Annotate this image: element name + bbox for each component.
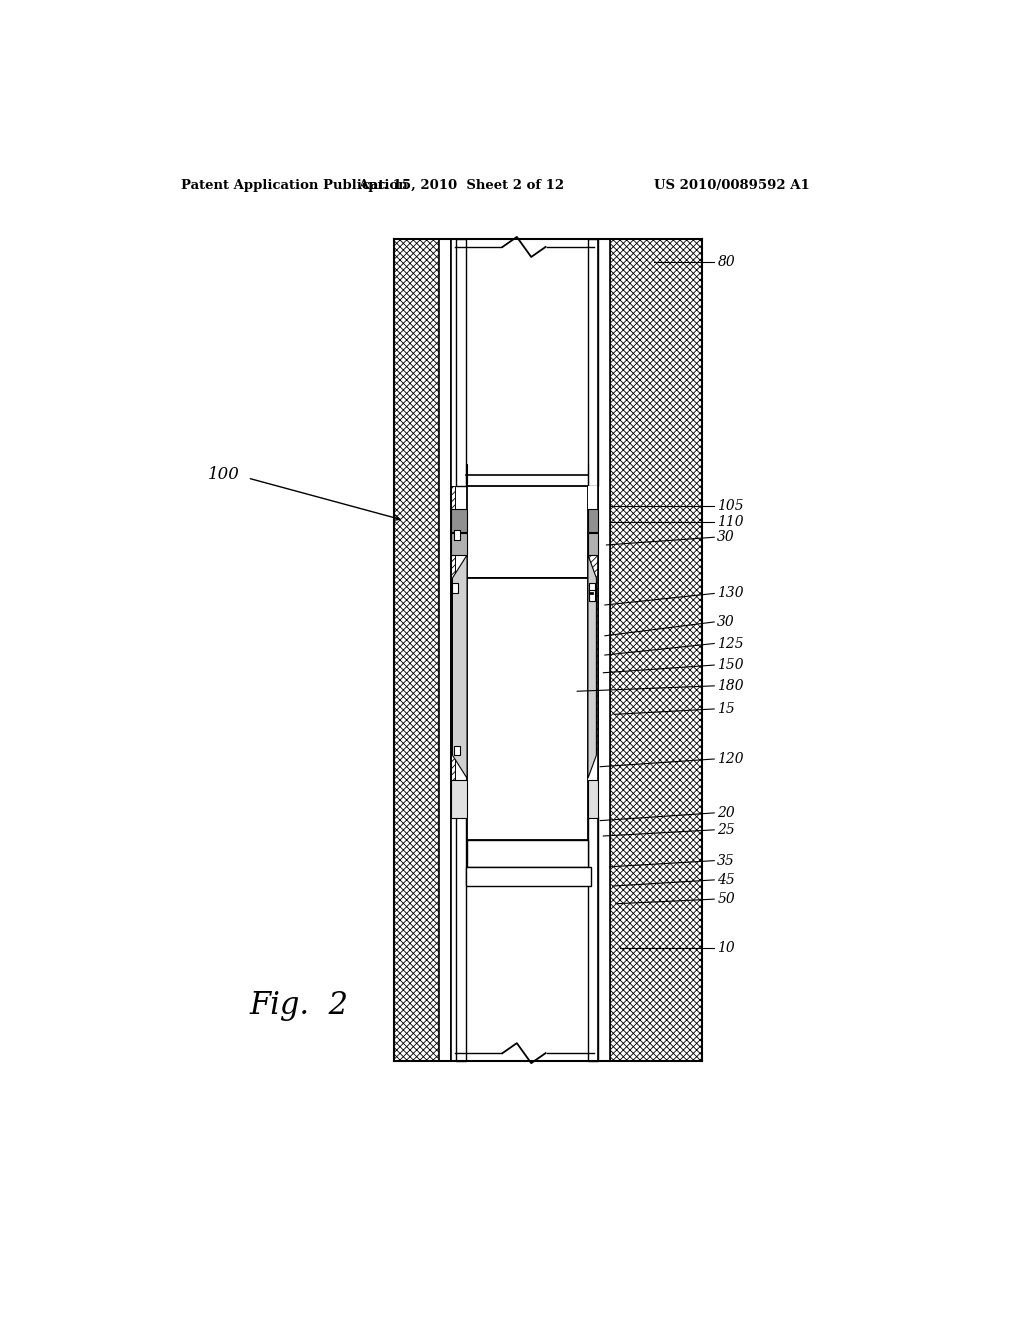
Text: 15: 15: [717, 702, 735, 715]
Text: 45: 45: [717, 873, 735, 887]
Bar: [452, 582, 458, 594]
Polygon shape: [588, 554, 596, 779]
Text: Fig.  2: Fig. 2: [250, 990, 349, 1020]
Text: 35: 35: [717, 854, 735, 867]
Bar: [589, 582, 595, 594]
Bar: [589, 590, 595, 601]
Bar: [588, 533, 598, 554]
Text: 120: 120: [717, 752, 743, 766]
Bar: [438, 239, 451, 1061]
Text: 130: 130: [717, 586, 743, 601]
Bar: [451, 780, 467, 818]
Bar: [451, 239, 598, 1061]
Bar: [454, 531, 460, 540]
Text: 100: 100: [208, 466, 240, 483]
Bar: [451, 486, 455, 817]
Bar: [467, 578, 588, 840]
Polygon shape: [466, 867, 591, 886]
Bar: [467, 486, 588, 578]
Bar: [454, 746, 460, 755]
Text: 30: 30: [717, 615, 735, 628]
Bar: [588, 755, 598, 817]
Bar: [589, 591, 593, 594]
Bar: [598, 239, 609, 1061]
Text: 110: 110: [717, 515, 743, 529]
Bar: [394, 239, 438, 1061]
Text: 80: 80: [717, 255, 735, 269]
Bar: [609, 239, 701, 1061]
Polygon shape: [466, 465, 467, 484]
Bar: [451, 533, 467, 554]
Text: 180: 180: [717, 678, 743, 693]
Text: Apr. 15, 2010  Sheet 2 of 12: Apr. 15, 2010 Sheet 2 of 12: [358, 178, 564, 191]
Bar: [588, 486, 598, 817]
Text: 30: 30: [717, 531, 735, 544]
Bar: [451, 508, 467, 532]
Polygon shape: [467, 840, 588, 867]
Bar: [456, 239, 466, 486]
Bar: [588, 239, 598, 486]
Bar: [588, 817, 598, 1061]
Bar: [588, 780, 598, 818]
Text: 105: 105: [717, 499, 743, 513]
Text: 125: 125: [717, 636, 743, 651]
Text: Patent Application Publication: Patent Application Publication: [180, 178, 408, 191]
Text: 10: 10: [717, 941, 735, 954]
Polygon shape: [453, 554, 467, 779]
Text: US 2010/0089592 A1: US 2010/0089592 A1: [654, 178, 810, 191]
Text: 150: 150: [717, 659, 743, 672]
Text: 20: 20: [717, 807, 735, 820]
Text: 25: 25: [717, 822, 735, 837]
Bar: [588, 508, 598, 532]
Bar: [588, 486, 598, 548]
Text: 50: 50: [717, 892, 735, 906]
Bar: [456, 817, 466, 1061]
